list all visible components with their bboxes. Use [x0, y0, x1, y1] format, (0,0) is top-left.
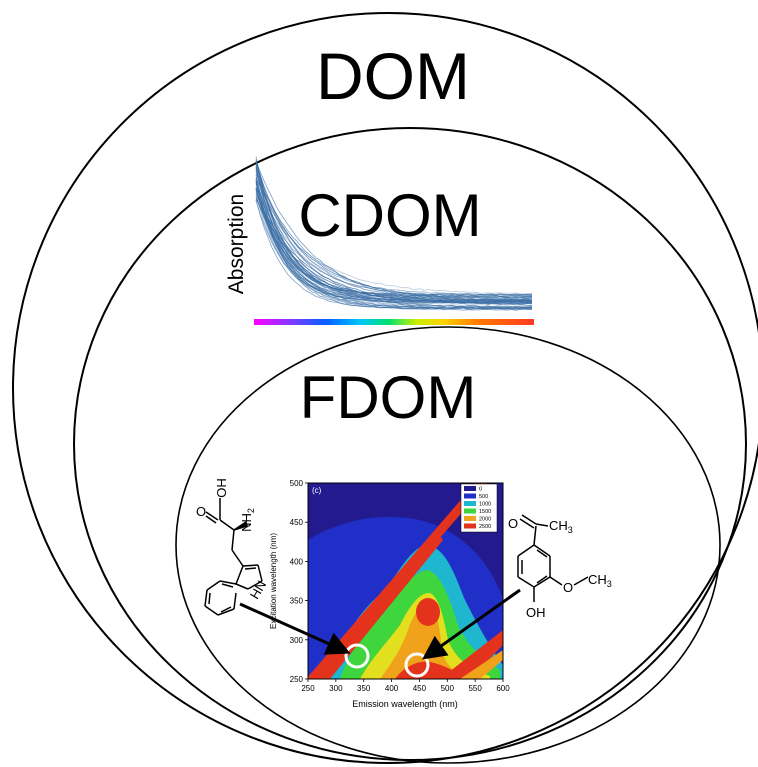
eem-legend-label: 2000 — [479, 517, 491, 523]
cdom-label: CDOM — [298, 182, 481, 249]
tryptophan-nh2: NH2 — [239, 508, 256, 532]
tryptophan-arrow — [239, 602, 351, 655]
eem-x-tick-label: 450 — [413, 684, 427, 693]
eem-y-tick-label: 450 — [290, 518, 304, 527]
eem-y-tick-label: 500 — [290, 479, 304, 488]
absorption-curve — [255, 198, 533, 305]
eem-legend-label: 500 — [479, 494, 488, 500]
eem-x-tick-label: 300 — [329, 684, 343, 693]
absorption-curve — [255, 183, 533, 310]
eem-y-ticks: 250 300 350 400 450 500 — [290, 479, 308, 684]
eem-x-tick-label: 500 — [441, 684, 455, 693]
absorption-curve — [255, 177, 533, 300]
eem-legend-swatch — [464, 516, 476, 521]
eem-x-tick-label: 550 — [468, 684, 482, 693]
eem-legend-swatch — [464, 493, 476, 499]
absorption-curve — [255, 190, 533, 309]
spectrum-bar — [254, 319, 534, 325]
eem-x-axis-label: Emission wavelength (nm) — [352, 699, 458, 709]
eem-x-tick-label: 400 — [385, 684, 399, 693]
fdom-circle — [175, 326, 721, 764]
vanillin-methoxy-ch3: CH3 — [588, 572, 612, 589]
absorption-curve — [255, 169, 533, 308]
humic-peak-marker — [404, 652, 430, 678]
eem-x-tick-label: 600 — [496, 684, 510, 693]
absorption-panel: Absorption — [225, 156, 534, 325]
vanillin-acetyl-ch3: CH3 — [549, 518, 573, 535]
tryptophan-peak-marker — [344, 643, 370, 669]
absorption-curves — [255, 156, 533, 311]
tryptophan-oh: OH — [214, 478, 229, 498]
eem-y-tick-label: 400 — [290, 557, 304, 566]
vanillin-methoxy-o: O — [563, 580, 573, 595]
eem-x-ticks: 250 300 350 400 450 500 550 600 — [301, 679, 510, 693]
eem-legend-label: 1500 — [479, 509, 491, 515]
eem-legend-swatch — [464, 486, 476, 491]
tryptophan-hn: HN — [247, 578, 269, 602]
absorption-curve — [255, 162, 533, 302]
absorption-curve — [255, 174, 532, 296]
absorption-curve — [255, 173, 533, 302]
absorption-curve — [255, 163, 533, 299]
vanillin-arrow — [422, 588, 521, 660]
eem-panel-label: (c) — [312, 486, 322, 495]
fdom-label: FDOM — [300, 364, 477, 431]
dom-circle — [12, 12, 758, 764]
eem-legend-label: 1000 — [479, 502, 491, 508]
eem-legend-swatch — [464, 501, 476, 506]
vanillin-carbonyl-o: O — [508, 516, 518, 531]
eem-y-tick-label: 250 — [290, 675, 304, 684]
dom-label: DOM — [316, 39, 470, 113]
absorption-curve — [255, 199, 533, 311]
absorption-curve — [255, 187, 533, 295]
eem-x-tick-label: 350 — [357, 684, 371, 693]
vanillin-structure — [517, 514, 589, 602]
absorption-curve — [255, 166, 533, 310]
absorption-curve — [255, 180, 533, 301]
eem-legend-swatch — [464, 523, 476, 529]
eem-y-axis-label: Excitation wavelength (nm) — [269, 533, 278, 629]
absorption-axis-label: Absorption — [225, 194, 248, 294]
cdom-circle — [73, 127, 747, 761]
eem-legend-swatch — [464, 508, 476, 514]
eem-frame — [307, 482, 504, 680]
absorption-curve — [255, 163, 533, 296]
tryptophan-structure — [204, 498, 263, 616]
absorption-curve — [255, 181, 533, 303]
eem-legend-label: 2500 — [479, 524, 491, 530]
vanillin-oh: OH — [526, 605, 546, 620]
tryptophan-carbonyl-o: O — [196, 504, 206, 519]
eem-legend-label: 0 — [479, 487, 482, 493]
eem-y-tick-label: 300 — [290, 636, 304, 645]
absorption-curve — [255, 170, 532, 302]
eem-x-tick-label: 250 — [301, 684, 315, 693]
eem-y-tick-label: 350 — [290, 597, 304, 606]
